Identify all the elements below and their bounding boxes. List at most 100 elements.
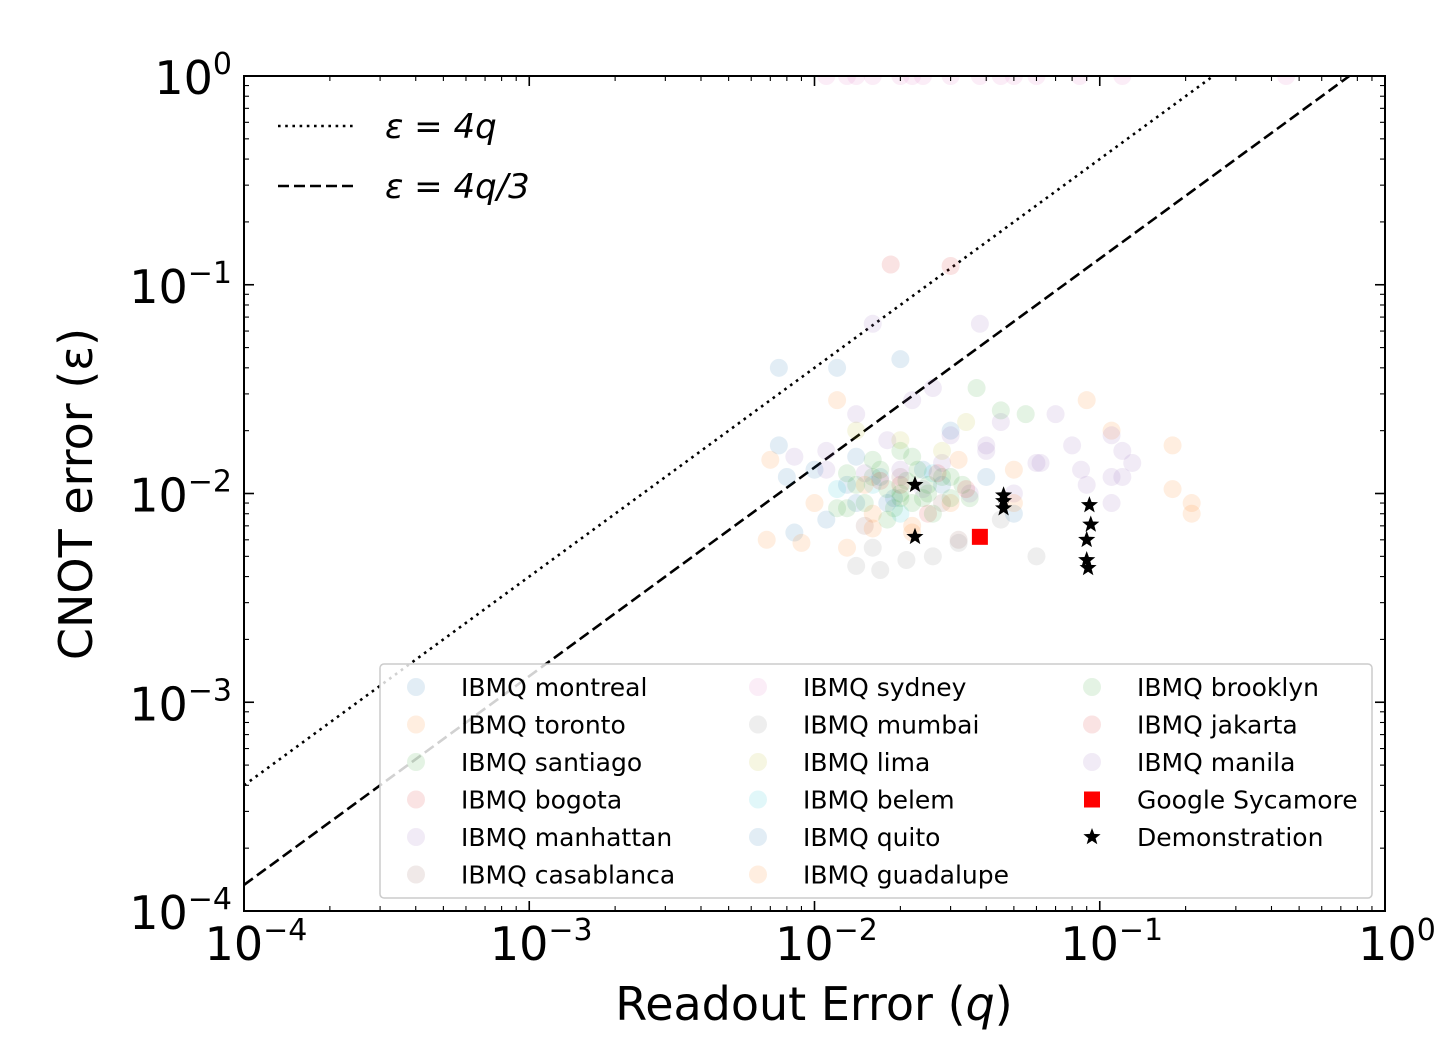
point-series-3-8 [960, 489, 979, 508]
point-series-2-13 [1163, 480, 1182, 499]
point-series-13-3 [855, 494, 874, 513]
point-series-5-7 [941, 426, 960, 445]
series-legend-marker-11 [749, 828, 767, 846]
point-series-10-1 [828, 480, 847, 499]
point-series-14-1 [871, 471, 890, 490]
point-series-7-5 [913, 76, 932, 85]
point-series-1-8 [891, 350, 910, 369]
point-series-15-2 [891, 460, 910, 479]
reference-line-1 [244, 76, 1216, 787]
point-series-5-6 [923, 379, 942, 398]
point-series-11-3 [847, 447, 866, 466]
series-legend-marker-12 [749, 865, 767, 884]
point-series-13-17 [967, 379, 986, 398]
series-legend-label-1: IBMQ montreal [461, 673, 647, 702]
point-series-6-1 [855, 516, 874, 535]
point-series-17-6 [1080, 496, 1098, 513]
point-series-4-4 [891, 475, 910, 494]
point-series-16-1 [971, 528, 988, 545]
point-series-2-1 [761, 450, 780, 469]
point-series-9-3 [933, 441, 952, 460]
point-series-17-1 [906, 475, 924, 493]
series-legend-marker-5 [407, 828, 425, 846]
x-axis-title-text: Readout Error ( [615, 977, 965, 1031]
series-legend-marker-6 [407, 865, 425, 884]
point-series-2-14 [1102, 421, 1121, 440]
point-series-5-10 [1027, 453, 1046, 472]
point-series-5-5 [903, 391, 922, 410]
point-series-13-6 [885, 499, 904, 518]
point-series-8-5 [949, 533, 968, 552]
point-series-6-3 [933, 494, 952, 513]
x-axis-title-variable: q [966, 977, 995, 1031]
point-series-5-4 [878, 431, 897, 450]
point-series-8-7 [1027, 547, 1046, 566]
point-series-4-3 [919, 504, 938, 523]
point-series-13-14 [933, 467, 952, 486]
point-series-2-2 [757, 530, 776, 549]
point-series-9-1 [847, 421, 866, 440]
point-series-17-4 [995, 499, 1013, 516]
series-legend-label-4: IBMQ bogota [461, 786, 622, 815]
point-series-13-13 [923, 504, 942, 523]
point-series-12-3 [903, 516, 922, 535]
point-series-5-19 [970, 314, 989, 333]
point-series-13-21 [891, 441, 910, 460]
x-tick-label-3: 10−2 [775, 913, 878, 971]
point-series-13-18 [991, 401, 1010, 420]
series-legend-label-10: IBMQ belem [803, 786, 955, 815]
point-series-13-19 [1016, 405, 1035, 424]
point-series-5-21 [855, 464, 874, 483]
x-tick-label-1: 10−4 [205, 913, 308, 971]
point-series-11-2 [805, 460, 824, 479]
point-series-8-3 [897, 551, 916, 570]
point-series-3-6 [878, 510, 897, 529]
point-series-10-4 [923, 464, 942, 483]
point-series-17-9 [1078, 551, 1096, 568]
point-series-7-1 [817, 76, 836, 85]
point-series-6-4 [949, 530, 968, 549]
point-series-13-9 [903, 494, 922, 513]
series-legend-label-8: IBMQ mumbai [803, 711, 979, 740]
series-legend-label-16: Google Sycamore [1137, 786, 1358, 815]
point-series-12-4 [949, 450, 968, 469]
point-series-7-3 [863, 76, 882, 85]
point-series-1-12 [1004, 504, 1023, 523]
point-series-2-9 [1077, 391, 1096, 410]
point-series-5-1 [785, 447, 804, 466]
point-series-1-5 [828, 358, 847, 377]
series-legend-marker-7 [749, 678, 767, 696]
point-series-1-3 [785, 523, 804, 542]
point-series-15-6 [1123, 453, 1142, 472]
point-series-13-7 [891, 484, 910, 503]
series-legend-marker-8 [749, 715, 767, 734]
point-series-1-14 [838, 475, 857, 494]
series-legend-label-13: IBMQ brooklyn [1137, 673, 1319, 702]
point-series-1-9 [913, 460, 932, 479]
point-series-13-12 [919, 475, 938, 494]
tick-labels: 10−4 10−3 10−2 10−1 100 10−4 10−3 10−2 10−1 100 [129, 47, 1436, 971]
series-legend-label-14: IBMQ jakarta [1137, 711, 1298, 740]
reference-line-2 [244, 76, 1352, 886]
point-series-3-2 [863, 467, 882, 486]
point-series-1-2 [777, 467, 796, 486]
series-legend-label-17: Demonstration [1137, 823, 1323, 852]
point-series-13-22 [838, 464, 857, 483]
series-legend-marker-9 [749, 753, 767, 771]
series-legend-marker-14 [1083, 715, 1101, 734]
y-tick-label-3: 10−2 [129, 465, 232, 523]
point-series-15-7 [1102, 467, 1121, 486]
point-series-2-12 [1182, 504, 1201, 523]
series-legend-label-3: IBMQ santiago [461, 748, 642, 777]
point-series-13-1 [828, 499, 847, 518]
point-series-5-13 [1102, 426, 1121, 445]
point-series-10-2 [863, 475, 882, 494]
point-series-11-1 [769, 436, 788, 455]
series-legend-marker-4 [407, 790, 425, 809]
point-series-5-18 [863, 314, 882, 333]
series-legend-label-6: IBMQ casablanca [461, 861, 675, 890]
point-series-2-4 [828, 391, 847, 410]
point-series-5-2 [817, 460, 836, 479]
point-series-14-2 [928, 464, 947, 483]
x-axis-title-close: ) [995, 977, 1013, 1031]
